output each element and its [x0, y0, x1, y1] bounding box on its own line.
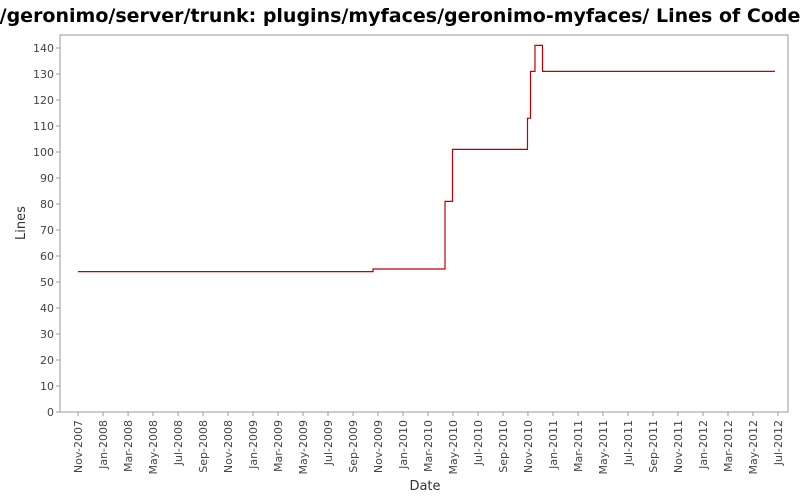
y-tick-label: 0 — [47, 406, 54, 419]
x-tick-label: Nov-2010 — [522, 420, 535, 473]
y-tick-label: 100 — [33, 146, 54, 159]
x-tick-label: May-2008 — [147, 420, 160, 475]
x-tick-label: Mar-2008 — [122, 420, 135, 472]
x-tick-label: Jan-2010 — [397, 420, 410, 470]
y-tick-label: 30 — [40, 328, 54, 341]
y-tick-label: 90 — [40, 172, 54, 185]
x-tick-label: Jan-2008 — [97, 420, 110, 470]
x-tick-label: Jul-2009 — [322, 420, 335, 466]
x-tick-label: Jan-2009 — [247, 420, 260, 470]
x-tick-label: May-2011 — [597, 420, 610, 475]
x-tick-label: May-2010 — [447, 420, 460, 475]
x-tick-label: Mar-2010 — [422, 420, 435, 472]
x-tick-label: May-2012 — [747, 420, 760, 475]
y-tick-label: 80 — [40, 198, 54, 211]
x-tick-label: Mar-2011 — [572, 420, 585, 472]
x-tick-label: May-2009 — [297, 420, 310, 475]
y-tick-label: 50 — [40, 276, 54, 289]
y-tick-label: 70 — [40, 224, 54, 237]
y-tick-label: 130 — [33, 68, 54, 81]
x-tick-label: Jan-2011 — [547, 420, 560, 470]
y-tick-label: 60 — [40, 250, 54, 263]
chart-title: /geronimo/server/trunk: plugins/myfaces/… — [0, 5, 800, 27]
x-tick-label: Nov-2008 — [222, 420, 235, 473]
x-tick-label: Sep-2009 — [347, 420, 360, 473]
y-tick-label: 40 — [40, 302, 54, 315]
x-tick-label: Nov-2011 — [672, 420, 685, 473]
y-tick-label: 120 — [33, 94, 54, 107]
x-tick-label: Jul-2011 — [622, 420, 635, 466]
x-tick-label: Sep-2008 — [197, 420, 210, 473]
series-line — [77, 44, 775, 273]
plot-frame — [59, 34, 789, 413]
y-tick-label: 110 — [33, 120, 54, 133]
x-tick-label: Sep-2011 — [647, 420, 660, 473]
x-tick-label: Sep-2010 — [497, 420, 510, 473]
x-tick-label: Jan-2012 — [697, 420, 710, 470]
y-tick-label: 140 — [33, 42, 54, 55]
x-tick-label: Mar-2009 — [272, 420, 285, 472]
x-tick-label: Nov-2009 — [372, 420, 385, 473]
x-tick-label: Nov-2007 — [72, 420, 85, 473]
x-tick-label: Jul-2010 — [472, 420, 485, 466]
x-tick-label: Mar-2012 — [722, 420, 735, 472]
y-axis-label: Lines — [14, 206, 29, 240]
x-axis-label: Date — [409, 479, 440, 494]
y-tick-label: 10 — [40, 380, 54, 393]
x-tick-label: Jul-2008 — [172, 420, 185, 466]
x-tick-label: Jul-2012 — [772, 420, 785, 466]
y-tick-label: 20 — [40, 354, 54, 367]
